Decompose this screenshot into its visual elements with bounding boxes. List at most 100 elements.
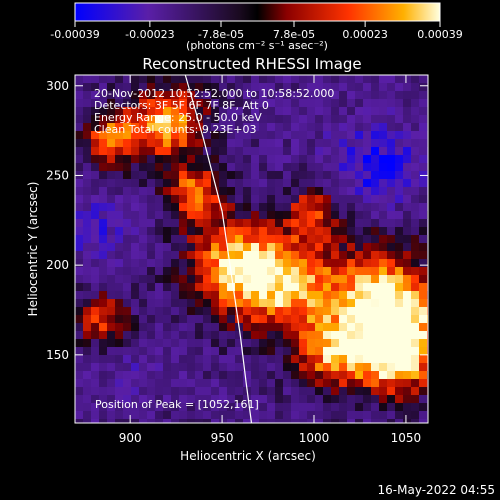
heatmap-cell xyxy=(115,187,123,195)
heatmap-cell xyxy=(211,403,219,411)
heatmap-cell xyxy=(147,211,155,219)
heatmap-cell xyxy=(339,355,347,363)
heatmap-cell xyxy=(107,299,115,307)
heatmap-cell xyxy=(395,219,403,227)
heatmap-cell xyxy=(99,387,107,395)
heatmap-cell xyxy=(403,123,411,131)
heatmap-cell xyxy=(211,387,219,395)
heatmap-cell xyxy=(227,299,235,307)
heatmap-cell xyxy=(419,155,427,163)
heatmap-cell xyxy=(379,355,387,363)
heatmap-cell xyxy=(403,211,411,219)
heatmap-cell xyxy=(259,115,267,123)
heatmap-cell xyxy=(243,371,251,379)
heatmap-cell xyxy=(131,331,139,339)
heatmap-cell xyxy=(147,147,155,155)
heatmap-cell xyxy=(267,219,275,227)
heatmap-cell xyxy=(363,363,371,371)
heatmap-cell xyxy=(99,155,107,163)
heatmap-cell xyxy=(363,371,371,379)
heatmap-cell xyxy=(371,139,379,147)
heatmap-cell xyxy=(203,331,211,339)
heatmap-cell xyxy=(331,259,339,267)
heatmap-cell xyxy=(163,259,171,267)
heatmap-cell xyxy=(179,83,187,91)
heatmap-cell xyxy=(315,179,323,187)
heatmap-cell xyxy=(363,259,371,267)
heatmap-cell xyxy=(379,371,387,379)
heatmap-cell xyxy=(83,331,91,339)
heatmap-cell xyxy=(379,155,387,163)
heatmap-cell xyxy=(235,387,243,395)
heatmap-cell xyxy=(403,419,411,423)
heatmap-cell xyxy=(331,123,339,131)
heatmap-cell xyxy=(299,419,307,423)
heatmap-cell xyxy=(307,123,315,131)
heatmap-cell xyxy=(291,251,299,259)
heatmap-cell xyxy=(75,275,83,283)
heatmap-cell xyxy=(267,107,275,115)
heatmap-cell xyxy=(219,307,227,315)
heatmap-cell xyxy=(243,283,251,291)
heatmap-cell xyxy=(347,259,355,267)
plot-frame xyxy=(74,74,429,424)
heatmap-cell xyxy=(347,243,355,251)
heatmap-cell xyxy=(339,387,347,395)
heatmap-cell xyxy=(163,355,171,363)
heatmap-cell xyxy=(227,163,235,171)
heatmap-cell xyxy=(163,235,171,243)
heatmap-cell xyxy=(179,419,187,423)
heatmap-cell xyxy=(179,131,187,139)
colorbar-tick-label: 0.00039 xyxy=(417,28,463,41)
heatmap-cell xyxy=(411,147,419,155)
heatmap-cell xyxy=(115,363,123,371)
heatmap-cell xyxy=(347,147,355,155)
heatmap-cell xyxy=(171,195,179,203)
heatmap-cell xyxy=(235,171,243,179)
heatmap-cell xyxy=(323,363,331,371)
heatmap-cell xyxy=(331,267,339,275)
heatmap-cell xyxy=(403,203,411,211)
heatmap-cell xyxy=(283,267,291,275)
heatmap-cell xyxy=(363,323,371,331)
heatmap-cell xyxy=(267,75,275,83)
heatmap-cell xyxy=(347,395,355,403)
heatmap-cell xyxy=(267,379,275,387)
heatmap-cell xyxy=(371,235,379,243)
heatmap-cell xyxy=(315,211,323,219)
heatmap-cell xyxy=(227,315,235,323)
heatmap-cell xyxy=(411,203,419,211)
heatmap-cell xyxy=(403,403,411,411)
heatmap-cell xyxy=(379,195,387,203)
heatmap-cell xyxy=(419,291,427,299)
heatmap-cell xyxy=(131,379,139,387)
heatmap-cell xyxy=(243,339,251,347)
heatmap-cell xyxy=(75,307,83,315)
heatmap-cell xyxy=(99,323,107,331)
heatmap-cell xyxy=(91,91,99,99)
heatmap-cell xyxy=(323,339,331,347)
heatmap-cell xyxy=(187,267,195,275)
heatmap-cell xyxy=(411,307,419,315)
heatmap-cell xyxy=(299,411,307,419)
heatmap-cell xyxy=(195,99,203,107)
heatmap-cell xyxy=(227,251,235,259)
heatmap-cell xyxy=(179,155,187,163)
heatmap-cell xyxy=(299,403,307,411)
heatmap-cell xyxy=(147,155,155,163)
heatmap-cell xyxy=(187,355,195,363)
heatmap-cell xyxy=(235,179,243,187)
heatmap-cell xyxy=(371,403,379,411)
heatmap-cell xyxy=(411,107,419,115)
heatmap-cell xyxy=(163,227,171,235)
heatmap-cell xyxy=(291,219,299,227)
heatmap-cell xyxy=(323,379,331,387)
heatmap-cell xyxy=(195,179,203,187)
heatmap-cell xyxy=(155,411,163,419)
heatmap-cell xyxy=(235,235,243,243)
heatmap-cell xyxy=(347,211,355,219)
heatmap-cell xyxy=(163,395,171,403)
heatmap-cell xyxy=(155,291,163,299)
heatmap-cell xyxy=(91,267,99,275)
heatmap-cell xyxy=(235,395,243,403)
